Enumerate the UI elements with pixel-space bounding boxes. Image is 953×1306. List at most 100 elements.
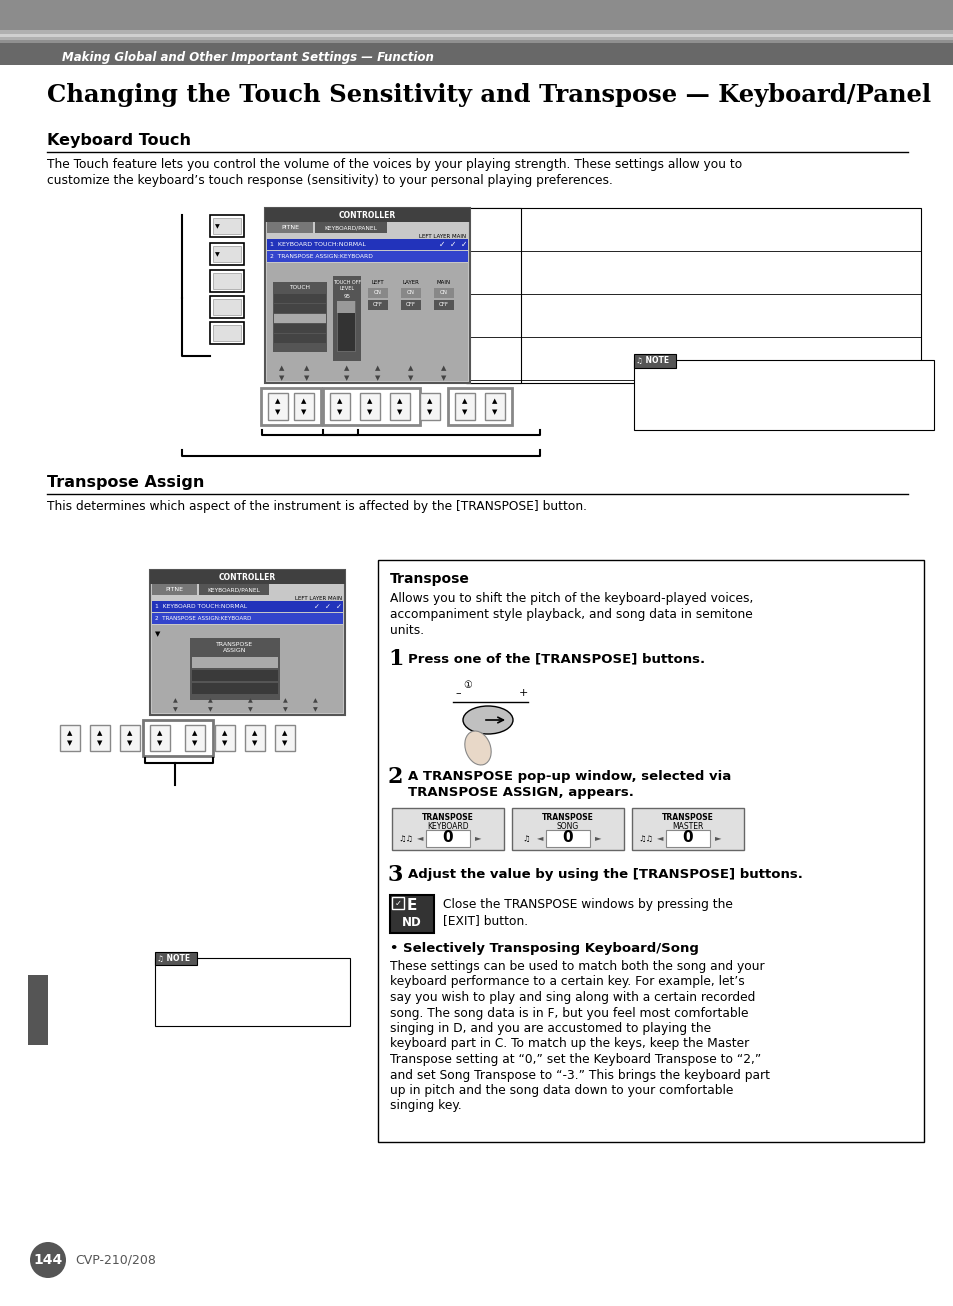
Bar: [274, 304, 326, 313]
Bar: [448, 388, 512, 424]
Text: LEFT LAYER MAIN: LEFT LAYER MAIN: [294, 597, 341, 602]
Text: SONG: SONG: [557, 821, 578, 831]
Text: OFF: OFF: [406, 303, 416, 307]
Bar: [512, 808, 623, 850]
Bar: [152, 601, 343, 613]
Text: ON: ON: [374, 290, 381, 295]
Bar: [0, 0, 953, 30]
Bar: [210, 296, 244, 317]
Text: 144: 144: [33, 1252, 63, 1267]
Text: ▼: ▼: [157, 741, 163, 746]
Bar: [267, 222, 313, 232]
Text: ▼: ▼: [275, 409, 280, 415]
Text: ▲: ▲: [222, 730, 228, 737]
Text: ►: ►: [475, 833, 480, 842]
Bar: [190, 639, 280, 700]
Bar: [545, 831, 589, 848]
Text: 2  TRANSPOSE ASSIGN:KEYBOARD: 2 TRANSPOSE ASSIGN:KEYBOARD: [154, 616, 251, 620]
Text: ▲: ▲: [408, 364, 414, 371]
Bar: [210, 215, 244, 236]
Text: ▲: ▲: [157, 730, 163, 737]
Text: ▲: ▲: [367, 398, 373, 404]
Text: ▼: ▼: [252, 741, 257, 746]
Text: ▼: ▼: [492, 409, 497, 415]
Text: 0: 0: [442, 831, 453, 845]
Text: ▲: ▲: [301, 398, 306, 404]
Text: ♫♫: ♫♫: [638, 833, 653, 842]
Text: ▲: ▲: [337, 398, 342, 404]
Text: ▲: ▲: [193, 730, 197, 737]
Text: ▲: ▲: [282, 699, 287, 704]
Text: ▼: ▼: [248, 708, 253, 713]
Text: ▲: ▲: [427, 398, 433, 404]
Text: ▲: ▲: [279, 364, 284, 371]
Text: MAIN: MAIN: [436, 279, 451, 285]
Text: ▼: ▼: [313, 708, 317, 713]
Bar: [154, 952, 196, 965]
Text: CONTROLLER: CONTROLLER: [338, 210, 395, 219]
Text: KEYBOARD/PANEL: KEYBOARD/PANEL: [324, 225, 377, 230]
Text: ▼: ▼: [208, 708, 213, 713]
Text: ♫: ♫: [521, 833, 529, 842]
Text: Transpose setting at “0,” set the Keyboard Transpose to “2,”: Transpose setting at “0,” set the Keyboa…: [390, 1053, 760, 1066]
Text: ▲: ▲: [282, 730, 288, 737]
Bar: [323, 388, 419, 424]
Text: HARD2: HARD2: [290, 296, 310, 300]
Bar: [314, 222, 387, 232]
Text: LEVEL: LEVEL: [339, 286, 355, 290]
Bar: [368, 300, 388, 310]
Text: TRANSPOSE: TRANSPOSE: [216, 641, 253, 646]
Text: ▲: ▲: [441, 364, 446, 371]
Bar: [274, 294, 326, 303]
Bar: [336, 300, 355, 351]
Text: ND: ND: [402, 916, 421, 929]
Text: LEFT LAYER MAIN: LEFT LAYER MAIN: [418, 235, 465, 239]
Text: Keyboard Touch: Keyboard Touch: [47, 133, 191, 148]
Text: SONG: SONG: [226, 673, 244, 678]
Text: ▲: ▲: [462, 398, 467, 404]
Text: up in pitch and the song data down to your comfortable: up in pitch and the song data down to yo…: [390, 1084, 733, 1097]
Text: The Touch feature lets you control the volume of the voices by your playing stre: The Touch feature lets you control the v…: [47, 158, 741, 171]
Bar: [152, 626, 343, 713]
Bar: [150, 569, 345, 584]
Bar: [274, 334, 326, 343]
Text: ✓: ✓: [450, 240, 456, 249]
Text: ►: ►: [714, 833, 720, 842]
Text: E: E: [406, 897, 416, 913]
Text: KEYBOARD: KEYBOARD: [216, 660, 253, 665]
Bar: [455, 393, 475, 421]
Text: ▲: ▲: [492, 398, 497, 404]
Text: OFF: OFF: [373, 303, 382, 307]
Text: ♫ NOTE: ♫ NOTE: [157, 953, 190, 963]
Text: singing in D, and you are accustomed to playing the: singing in D, and you are accustomed to …: [390, 1023, 710, 1034]
Text: ♫ NOTE: ♫ NOTE: [636, 357, 668, 366]
Text: ▲: ▲: [127, 730, 132, 737]
Text: singing key.: singing key.: [390, 1100, 461, 1113]
Text: LAYER: LAYER: [402, 279, 419, 285]
Bar: [400, 300, 420, 310]
Bar: [192, 657, 277, 667]
Text: 2: 2: [388, 767, 403, 788]
Text: MASTER: MASTER: [222, 686, 247, 691]
Text: NORMAL: NORMAL: [288, 316, 312, 321]
Text: 95: 95: [343, 294, 350, 299]
Bar: [265, 208, 470, 383]
Bar: [631, 808, 743, 850]
Bar: [330, 393, 350, 421]
Text: PITNE: PITNE: [165, 586, 183, 592]
Text: ✓: ✓: [325, 603, 331, 610]
Bar: [210, 270, 244, 293]
Bar: [294, 393, 314, 421]
Text: A TRANSPOSE pop-up window, selected via: A TRANSPOSE pop-up window, selected via: [408, 771, 731, 784]
Bar: [152, 584, 196, 596]
Bar: [392, 897, 403, 909]
Text: ▲: ▲: [313, 699, 317, 704]
Circle shape: [30, 1242, 66, 1279]
Bar: [213, 246, 241, 263]
Text: ▲: ▲: [172, 699, 177, 704]
Text: ▲: ▲: [248, 699, 253, 704]
Text: ▼: ▼: [337, 409, 342, 415]
Text: accompaniment style playback, and song data in semitone: accompaniment style playback, and song d…: [390, 609, 752, 620]
Text: This determines which aspect of the instrument is affected by the [TRANSPOSE] bu: This determines which aspect of the inst…: [47, 500, 586, 513]
Text: –: –: [455, 688, 460, 697]
